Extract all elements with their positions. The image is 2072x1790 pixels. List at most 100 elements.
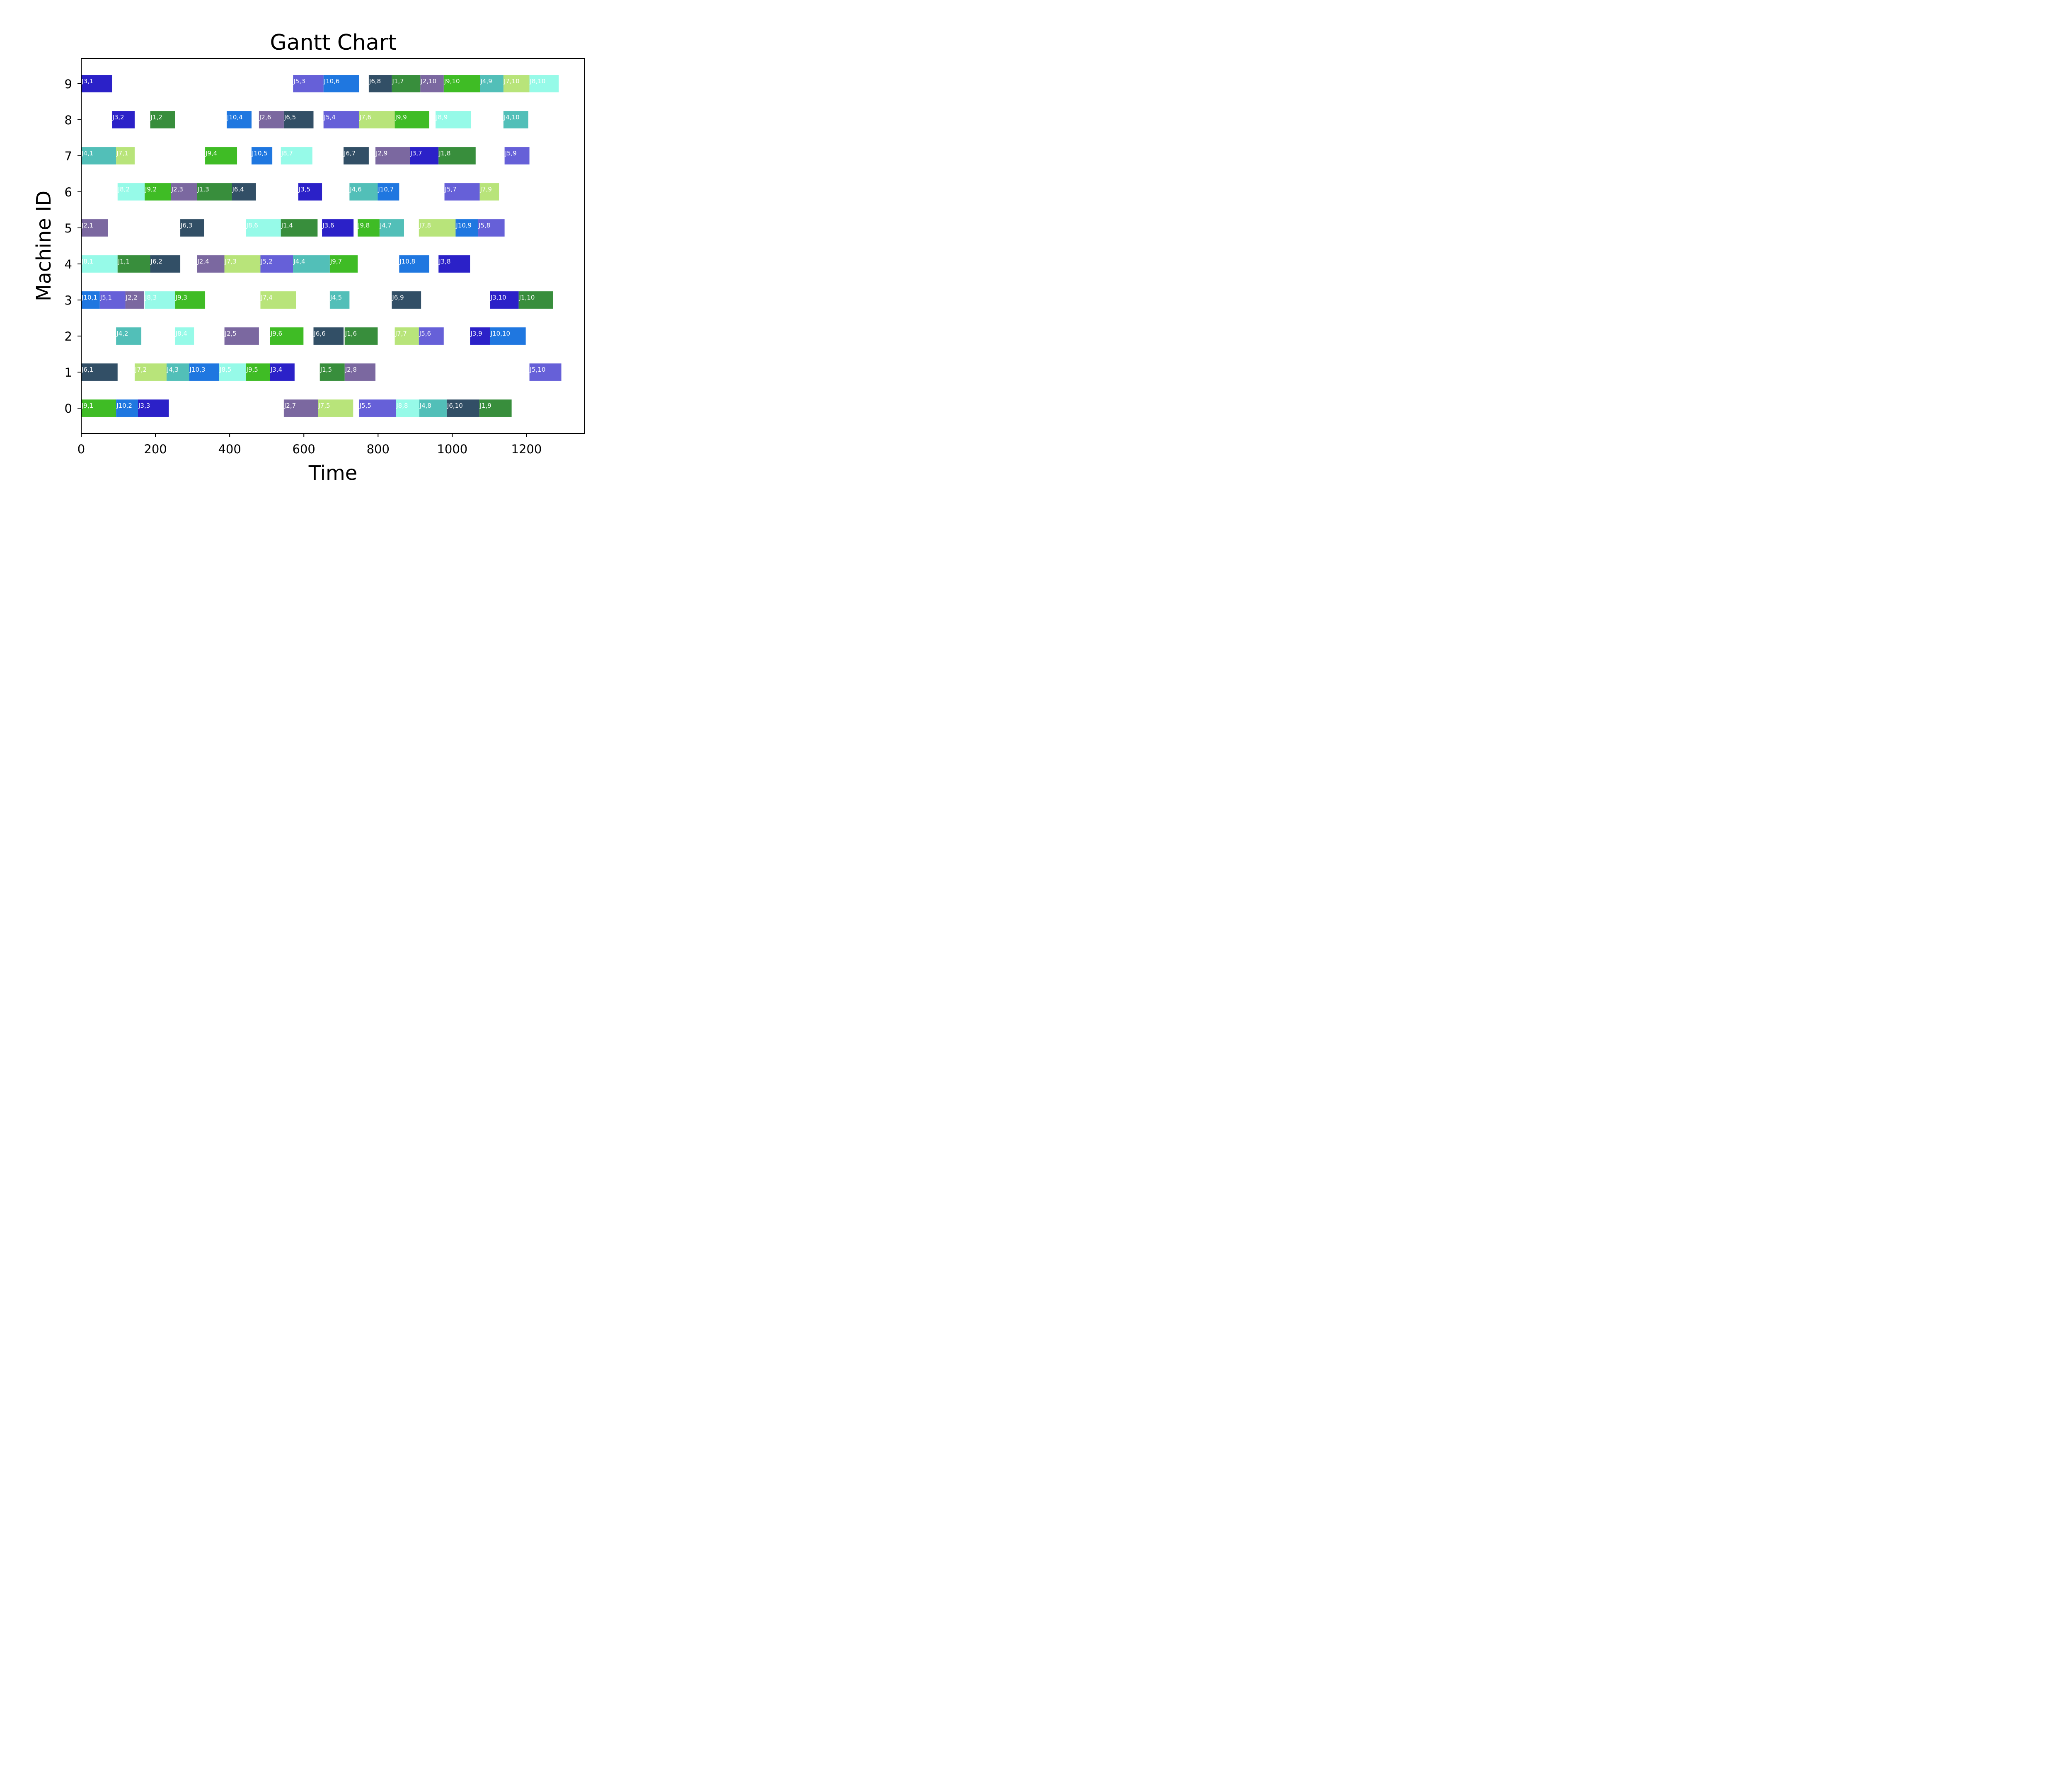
task-bar <box>436 111 472 128</box>
task-bar <box>298 183 322 201</box>
task-label: J3,3 <box>138 402 150 409</box>
task-bar <box>283 111 314 128</box>
task-label: J1,10 <box>519 294 535 301</box>
task-label: J2,1 <box>81 222 93 229</box>
task-label: J1,9 <box>479 402 491 409</box>
task-label: J4,10 <box>503 114 520 121</box>
plot-frame <box>81 58 585 434</box>
y-tick-label: 5 <box>65 221 72 235</box>
task-bar <box>81 399 116 417</box>
task-bar <box>293 255 330 273</box>
task-label: J3,2 <box>112 114 124 121</box>
task-label: J2,6 <box>259 114 271 121</box>
task-label: J7,9 <box>480 186 492 193</box>
task-label: J2,7 <box>284 402 296 409</box>
task-label: J3,10 <box>490 294 506 301</box>
y-tick-label: 4 <box>65 257 72 271</box>
task-label: J9,1 <box>81 402 93 409</box>
task-label: J1,1 <box>118 258 130 265</box>
x-tick-label: 800 <box>367 442 390 456</box>
task-label: J4,1 <box>81 150 93 157</box>
task-bar <box>150 255 181 273</box>
task-label: J10,3 <box>189 366 206 373</box>
task-label: J1,3 <box>197 186 209 193</box>
task-bar <box>438 147 476 164</box>
task-bar <box>260 291 296 309</box>
task-bar <box>117 255 150 273</box>
task-label: J6,2 <box>150 258 162 265</box>
task-label: J5,1 <box>100 294 112 301</box>
task-label: J7,2 <box>135 366 147 373</box>
task-label: J1,4 <box>281 222 293 229</box>
task-label: J6,4 <box>232 186 244 193</box>
task-bar <box>478 219 505 237</box>
task-bar <box>81 147 116 164</box>
task-label: J8,1 <box>81 258 93 265</box>
task-label: J9,5 <box>246 366 258 373</box>
x-tick-label: 1000 <box>437 442 467 456</box>
task-label: J7,8 <box>419 222 431 229</box>
task-label: J3,9 <box>470 330 482 337</box>
x-tick-label: 1200 <box>511 442 542 456</box>
task-bar <box>529 75 559 92</box>
task-bar <box>455 219 479 237</box>
task-label: J9,4 <box>205 150 217 157</box>
task-label: J7,6 <box>359 114 371 121</box>
task-label: J3,5 <box>298 186 310 193</box>
task-label: J5,2 <box>260 258 272 265</box>
task-label: J9,8 <box>358 222 370 229</box>
y-tick-label: 0 <box>65 402 72 416</box>
task-label: J6,10 <box>447 402 463 409</box>
task-bar <box>395 327 419 345</box>
task-bar <box>359 111 395 128</box>
task-label: J8,6 <box>246 222 258 229</box>
task-bar <box>322 219 354 237</box>
task-label: J4,7 <box>380 222 392 229</box>
task-label: J3,7 <box>410 150 422 157</box>
task-label: J9,9 <box>395 114 407 121</box>
task-bar <box>470 327 490 345</box>
task-bar <box>379 219 404 237</box>
task-bar <box>116 399 138 417</box>
task-label: J6,5 <box>284 114 296 121</box>
task-label: J10,6 <box>324 77 340 85</box>
task-bar <box>219 363 246 381</box>
y-tick-label: 1 <box>65 365 72 380</box>
task-bar <box>399 255 429 273</box>
task-label: J10,8 <box>399 258 415 265</box>
task-bar <box>259 111 284 128</box>
task-bar <box>246 363 270 381</box>
task-bar <box>529 363 562 381</box>
task-label: J5,3 <box>293 77 305 85</box>
task-bar <box>320 363 345 381</box>
task-bar <box>81 75 112 92</box>
task-bar <box>329 291 350 309</box>
task-bar <box>81 255 118 273</box>
task-bar <box>344 327 378 345</box>
task-label: J8,3 <box>145 294 157 301</box>
task-bar <box>125 291 144 309</box>
task-bar <box>479 399 512 417</box>
task-bar <box>480 75 503 92</box>
task-bar <box>116 327 142 345</box>
task-label: J7,4 <box>260 294 272 301</box>
x-tick-label: 0 <box>77 442 85 456</box>
task-label: J2,8 <box>345 366 357 373</box>
task-label: J6,1 <box>81 366 93 373</box>
task-bar <box>270 363 295 381</box>
task-label: J7,3 <box>225 258 237 265</box>
task-bar <box>205 147 237 164</box>
y-axis: 0 1 2 3 4 5 6 7 8 9 <box>65 77 81 416</box>
gantt-chart: Gantt Chart J3,1 J5,3 J10,6 J6,8 J1,7 J2,10 J9… <box>32 30 585 483</box>
task-bar <box>503 111 528 128</box>
task-bar <box>293 75 324 92</box>
task-label: J7,10 <box>503 77 520 85</box>
task-bar <box>396 399 419 417</box>
task-bar <box>134 363 167 381</box>
task-bar <box>395 111 429 128</box>
task-label: J9,2 <box>145 186 157 193</box>
task-bar <box>81 363 118 381</box>
task-label: J9,10 <box>444 77 460 85</box>
task-label: J3,6 <box>322 222 334 229</box>
task-bar <box>138 399 169 417</box>
